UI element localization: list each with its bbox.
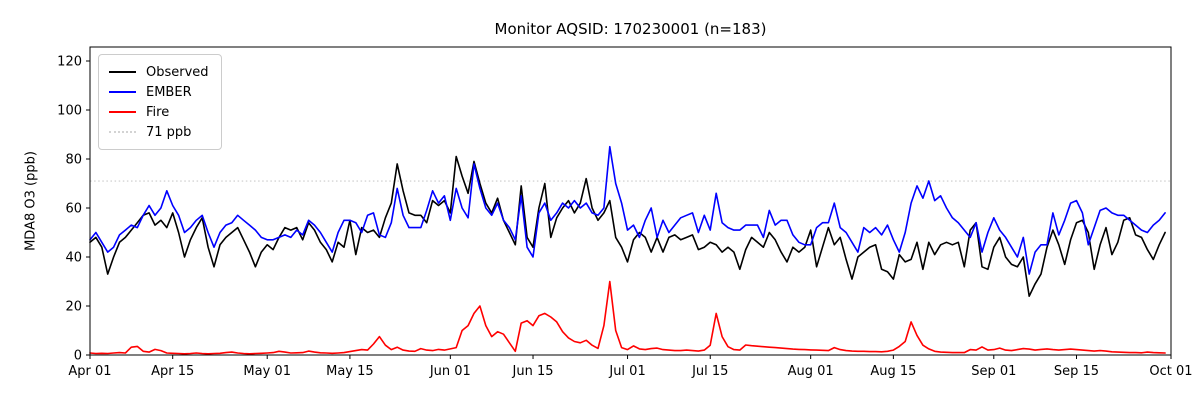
legend-item-threshold: 71 ppb [109,122,209,142]
x-tick-label: Sep 15 [1054,364,1099,379]
observed-line-swatch [109,71,136,73]
y-tick-label: 60 [65,202,82,217]
legend: Observed EMBER Fire 71 ppb [98,54,222,150]
y-tick-label: 20 [65,300,82,315]
legend-item-ember: EMBER [109,82,209,102]
y-tick-label: 100 [57,104,82,119]
legend-label-ember: EMBER [146,84,192,100]
legend-label-threshold: 71 ppb [146,124,192,140]
y-tick-label: 40 [65,251,82,266]
x-tick-label: Oct 01 [1149,364,1192,379]
y-tick-label: 80 [65,153,82,168]
x-tick-label: Apr 15 [151,364,194,379]
y-tick-label: 0 [74,349,82,364]
legend-item-observed: Observed [109,62,209,82]
x-tick-label: Aug 15 [870,364,916,379]
x-tick-label: Jun 15 [512,364,554,379]
axes-spines [89,46,1172,356]
y-axis-label: MDA8 O3 (ppb) [23,151,39,251]
series-line-ember [89,145,1166,275]
series-line-observed [89,155,1166,298]
x-tick-label: Jul 15 [691,364,728,379]
legend-label-fire: Fire [146,104,170,120]
chart-title: Monitor AQSID: 170230001 (n=183) [494,20,767,38]
x-tick-label: May 01 [243,364,291,379]
y-tick-label: 120 [57,55,82,70]
fire-line-swatch [109,111,136,113]
x-tick-label: Jul 01 [608,364,645,379]
threshold-line-swatch [109,131,136,133]
x-tick-label: Sep 01 [971,364,1016,379]
ember-line-swatch [109,91,136,93]
x-tick-label: Apr 01 [68,364,111,379]
x-tick-label: May 15 [326,364,374,379]
x-tick-label: Aug 01 [788,364,834,379]
series-line-fire [89,280,1166,355]
legend-label-observed: Observed [146,64,209,80]
legend-item-fire: Fire [109,102,209,122]
x-tick-label: Jun 01 [429,364,471,379]
